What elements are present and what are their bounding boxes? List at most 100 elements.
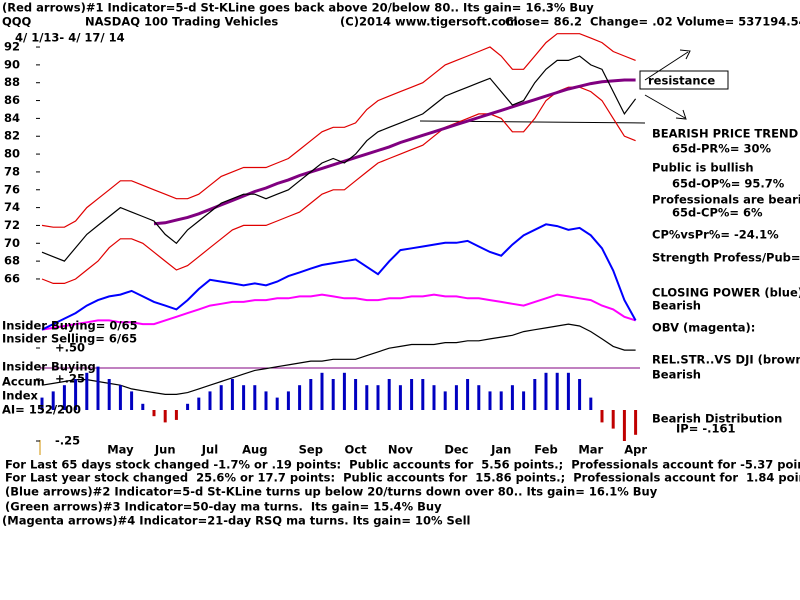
footer-line: For Last year stock changed 25.6% or 17.… (5, 471, 800, 485)
bar (118, 385, 122, 410)
bar (432, 385, 436, 410)
closing-power-state: Bearish (652, 299, 701, 313)
x-tick-label: Nov (388, 443, 414, 457)
y-tick-label: 74 (4, 200, 20, 214)
public: Public is bullish (652, 161, 754, 175)
bar (555, 372, 559, 410)
x-tick-label: Sep (299, 443, 323, 457)
series-line (41, 223, 637, 331)
series-line (41, 33, 636, 228)
bar (354, 379, 358, 410)
distribution: Bearish Distribution (652, 412, 782, 426)
bar (488, 391, 492, 410)
bar (410, 379, 414, 410)
bar (230, 379, 234, 410)
name: NASDAQ 100 Trading Vehicles (85, 15, 278, 29)
bar (242, 385, 246, 410)
bar (320, 372, 324, 410)
bar (421, 379, 425, 410)
bar (264, 391, 268, 410)
bar (107, 379, 111, 410)
bar (208, 391, 212, 410)
y-tick-label: 86 (4, 93, 20, 107)
footer-line: For Last 65 days stock changed -1.7% or … (5, 458, 800, 472)
bar (51, 391, 55, 410)
bar (141, 403, 145, 410)
bar (219, 385, 223, 410)
bar (510, 385, 514, 410)
bar (96, 366, 100, 410)
y-tick-label: +.50 (55, 341, 85, 355)
x-tick-label: Jul (201, 443, 218, 457)
professionals: Professionals are bearish (652, 193, 800, 207)
bar (589, 397, 593, 410)
accum: Accum (2, 375, 45, 389)
series-line (153, 78, 636, 226)
strength: Strength Profess/Pub= 1 (652, 251, 800, 265)
y-tick-label: 88 (4, 75, 20, 89)
bar (85, 372, 89, 410)
bar (253, 385, 257, 410)
bar (40, 397, 44, 410)
y-tick-label: 76 (4, 182, 20, 196)
bar (454, 385, 458, 410)
up-arrow (644, 49, 691, 81)
x-tick-label: May (107, 443, 134, 457)
bar (622, 410, 626, 441)
cp: 65d-CP%= 6% (672, 206, 763, 220)
y-tick-label: -.25 (55, 434, 80, 448)
bar (634, 410, 638, 435)
x-tick-label: Feb (534, 443, 557, 457)
bar (342, 372, 346, 410)
bar (578, 379, 582, 410)
bar (499, 391, 503, 410)
bar (466, 379, 470, 410)
y-tick-label: 84 (4, 111, 20, 125)
bar (611, 410, 615, 429)
bar (566, 372, 570, 410)
resistance-box (639, 70, 729, 90)
series-line (41, 293, 636, 331)
x-tick-label: Dec (444, 443, 468, 457)
bar (152, 410, 156, 417)
x-tick-label: Aug (242, 443, 267, 457)
footer-line: (Blue arrows)#2 Indicator=5-d St-KLine t… (5, 485, 658, 499)
cpvspr: CP%vsPr%= -24.1% (652, 228, 779, 242)
bar (477, 385, 481, 410)
bar (522, 391, 526, 410)
y-tick-label: 66 (4, 271, 20, 285)
bar (331, 379, 335, 410)
y-tick-label: 72 (4, 218, 20, 232)
bar (544, 372, 548, 410)
x-tick-label: Mar (578, 443, 603, 457)
bar (387, 379, 391, 410)
footer-line: (Magenta arrows)#4 Indicator=21-day RSQ … (2, 514, 470, 528)
rel-str-state: Bearish (652, 368, 701, 382)
quote: Close= 86.2 Change= .02 Volume= 537194.5… (505, 15, 800, 29)
x-tick-label: Jan (490, 443, 511, 457)
ip: IP= -.161 (676, 422, 736, 436)
y-tick-label: 78 (4, 164, 20, 178)
bar (309, 379, 313, 410)
insider-line-label: Insider Buying (2, 360, 96, 374)
series-line (41, 323, 636, 395)
series-line (41, 86, 636, 284)
series-line (41, 55, 637, 262)
y-tick-label: 92 (4, 40, 20, 54)
ai: AI= 152/200 (2, 403, 81, 417)
bar (298, 385, 302, 410)
bar (600, 410, 604, 423)
bar (286, 391, 290, 410)
bar (533, 379, 537, 410)
symbol: QQQ (2, 15, 32, 29)
bar (365, 385, 369, 410)
dates: 4/ 1/13- 4/ 17/ 14 (15, 31, 125, 45)
op: 65d-OP%= 95.7% (672, 177, 785, 191)
bar (130, 391, 134, 410)
x-tick-label: Apr (624, 443, 647, 457)
y-tick-label: 70 (4, 236, 20, 250)
copyright: (C)2014 www.tigersoft.com (340, 15, 518, 29)
bar (275, 397, 279, 410)
